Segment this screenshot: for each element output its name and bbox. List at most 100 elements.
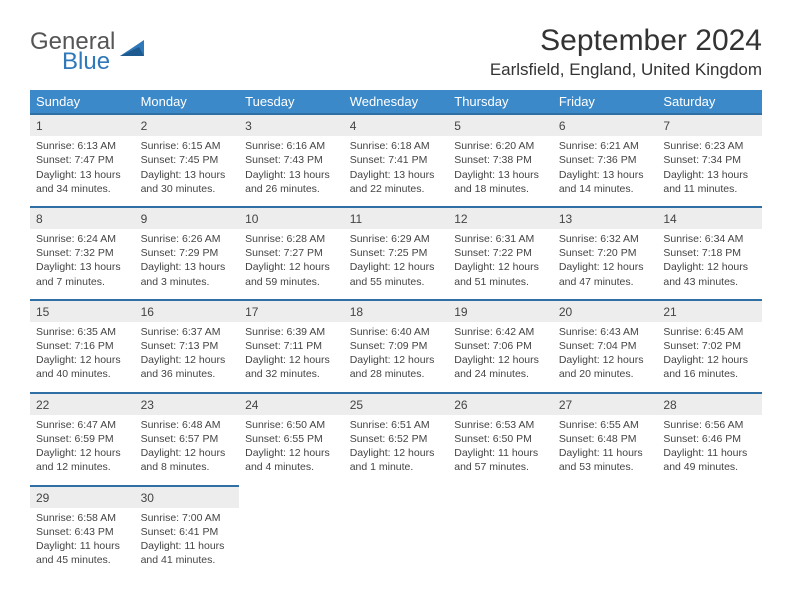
day-data-cell [553,508,658,578]
day-data-cell: Sunrise: 6:23 AMSunset: 7:34 PMDaylight:… [657,136,762,207]
daylight-line: Daylight: 12 hours and 51 minutes. [454,260,547,288]
daylight-line: Daylight: 11 hours and 45 minutes. [36,539,129,567]
weekday-header: Tuesday [239,90,344,114]
sunrise-line: Sunrise: 6:45 AM [663,325,756,339]
day-number-cell: 4 [344,114,449,136]
day-data-cell [344,508,449,578]
sunset-line: Sunset: 7:41 PM [350,153,443,167]
day-data-cell [448,508,553,578]
day-number-cell: 21 [657,300,762,322]
day-data-cell: Sunrise: 6:48 AMSunset: 6:57 PMDaylight:… [135,415,240,486]
sunset-line: Sunset: 7:09 PM [350,339,443,353]
day-data-cell [657,508,762,578]
sunset-line: Sunset: 7:34 PM [663,153,756,167]
sunrise-line: Sunrise: 6:58 AM [36,511,129,525]
daylight-line: Daylight: 12 hours and 24 minutes. [454,353,547,381]
sunrise-line: Sunrise: 6:15 AM [141,139,234,153]
day-number-cell: 9 [135,207,240,229]
daylight-line: Daylight: 13 hours and 14 minutes. [559,168,652,196]
day-data-cell: Sunrise: 6:37 AMSunset: 7:13 PMDaylight:… [135,322,240,393]
sunrise-line: Sunrise: 6:35 AM [36,325,129,339]
day-data-row: Sunrise: 6:13 AMSunset: 7:47 PM Daylight:… [30,136,762,207]
daylight-line: Daylight: 13 hours and 7 minutes. [36,260,129,288]
sunrise-line: Sunrise: 6:48 AM [141,418,234,432]
day-data-cell: Sunrise: 6:31 AMSunset: 7:22 PMDaylight:… [448,229,553,300]
daylight-line: Daylight: 12 hours and 47 minutes. [559,260,652,288]
sunset-line: Sunset: 7:18 PM [663,246,756,260]
daylight-line: Daylight: 12 hours and 36 minutes. [141,353,234,381]
sunrise-line: Sunrise: 6:13 AM [36,139,129,153]
day-data-row: Sunrise: 6:47 AMSunset: 6:59 PMDaylight:… [30,415,762,486]
day-number-row: 891011121314 [30,207,762,229]
day-number-cell: 19 [448,300,553,322]
day-data-cell: Sunrise: 6:32 AMSunset: 7:20 PMDaylight:… [553,229,658,300]
title-block: September 2024 Earlsfield, England, Unit… [490,24,762,80]
daylight-line: Daylight: 13 hours and 18 minutes. [454,168,547,196]
day-number-cell: 28 [657,393,762,415]
sunset-line: Sunset: 7:13 PM [141,339,234,353]
day-data-cell: Sunrise: 7:00 AMSunset: 6:41 PMDaylight:… [135,508,240,578]
sunrise-line: Sunrise: 6:24 AM [36,232,129,246]
sunset-line: Sunset: 7:36 PM [559,153,652,167]
day-number-row: 2930 [30,486,762,508]
sunrise-line: Sunrise: 6:32 AM [559,232,652,246]
day-data-cell: Sunrise: 6:13 AMSunset: 7:47 PMDaylight:… [30,136,135,207]
day-data-cell: Sunrise: 6:26 AMSunset: 7:29 PMDaylight:… [135,229,240,300]
day-number-cell: 6 [553,114,658,136]
day-data-cell: Sunrise: 6:35 AMSunset: 7:16 PMDaylight:… [30,322,135,393]
day-number-cell: 27 [553,393,658,415]
day-data-cell: Sunrise: 6:15 AMSunset: 7:45 PMDaylight:… [135,136,240,207]
sunset-line: Sunset: 6:59 PM [36,432,129,446]
sunset-line: Sunset: 7:32 PM [36,246,129,260]
day-data-cell: Sunrise: 6:55 AMSunset: 6:48 PMDaylight:… [553,415,658,486]
sunset-line: Sunset: 7:11 PM [245,339,338,353]
day-data-cell: Sunrise: 6:43 AMSunset: 7:04 PMDaylight:… [553,322,658,393]
day-data-cell: Sunrise: 6:45 AMSunset: 7:02 PMDaylight:… [657,322,762,393]
brand-logo: General Blue [30,30,148,74]
sunset-line: Sunset: 7:43 PM [245,153,338,167]
sunrise-line: Sunrise: 6:55 AM [559,418,652,432]
daylight-line: Daylight: 11 hours and 41 minutes. [141,539,234,567]
daylight-line: Daylight: 12 hours and 1 minute. [350,446,443,474]
day-number-cell: 16 [135,300,240,322]
day-number-cell: 12 [448,207,553,229]
sunrise-line: Sunrise: 6:31 AM [454,232,547,246]
brand-line2: Blue [62,50,115,74]
brand-triangle-icon [120,38,148,58]
day-number-cell: 24 [239,393,344,415]
day-data-cell: Sunrise: 6:58 AMSunset: 6:43 PMDaylight:… [30,508,135,578]
sunrise-line: Sunrise: 6:37 AM [141,325,234,339]
daylight-line: Daylight: 12 hours and 12 minutes. [36,446,129,474]
day-number-cell [448,486,553,508]
day-data-row: Sunrise: 6:24 AMSunset: 7:32 PMDaylight:… [30,229,762,300]
sunset-line: Sunset: 6:46 PM [663,432,756,446]
sunset-line: Sunset: 7:02 PM [663,339,756,353]
daylight-line: Daylight: 12 hours and 16 minutes. [663,353,756,381]
sunrise-line: Sunrise: 6:51 AM [350,418,443,432]
sunset-line: Sunset: 6:50 PM [454,432,547,446]
sunrise-line: Sunrise: 6:28 AM [245,232,338,246]
day-number-cell: 7 [657,114,762,136]
day-data-cell: Sunrise: 6:24 AMSunset: 7:32 PMDaylight:… [30,229,135,300]
day-number-row: 22232425262728 [30,393,762,415]
sunset-line: Sunset: 7:29 PM [141,246,234,260]
day-number-cell [239,486,344,508]
sunset-line: Sunset: 7:47 PM [36,153,129,167]
day-data-cell: Sunrise: 6:16 AMSunset: 7:43 PMDaylight:… [239,136,344,207]
day-data-cell: Sunrise: 6:20 AMSunset: 7:38 PMDaylight:… [448,136,553,207]
day-data-cell: Sunrise: 6:21 AMSunset: 7:36 PMDaylight:… [553,136,658,207]
weekday-header: Friday [553,90,658,114]
sunrise-line: Sunrise: 6:23 AM [663,139,756,153]
daylight-line: Daylight: 13 hours and 30 minutes. [141,168,234,196]
header: General Blue September 2024 Earlsfield, … [30,24,762,80]
sunset-line: Sunset: 6:52 PM [350,432,443,446]
day-number-cell [344,486,449,508]
day-data-cell: Sunrise: 6:47 AMSunset: 6:59 PMDaylight:… [30,415,135,486]
day-data-cell: Sunrise: 6:34 AMSunset: 7:18 PMDaylight:… [657,229,762,300]
day-number-cell: 8 [30,207,135,229]
day-number-cell [657,486,762,508]
day-number-cell: 2 [135,114,240,136]
day-number-cell: 26 [448,393,553,415]
weekday-header: Wednesday [344,90,449,114]
daylight-line: Daylight: 12 hours and 59 minutes. [245,260,338,288]
